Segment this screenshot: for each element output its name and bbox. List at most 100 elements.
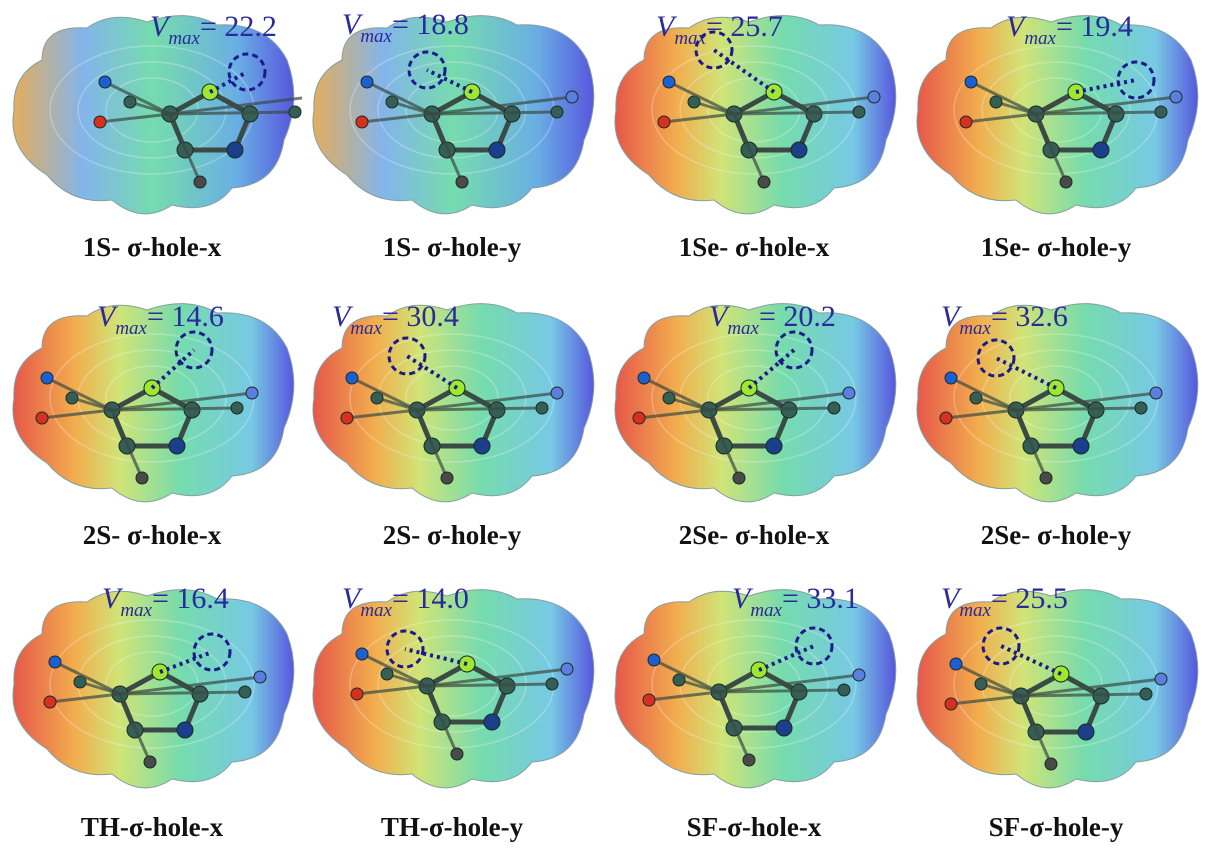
bond (356, 684, 428, 696)
vmax-subscript: max (360, 26, 392, 47)
ring-atom (1077, 723, 1095, 741)
bond (168, 113, 202, 183)
vmax-label: Vmax= 25.7 (656, 12, 783, 49)
panel-caption: SF-σ-hole-x (686, 812, 822, 842)
vmax-value: = 25.5 (990, 582, 1068, 615)
bond (366, 80, 433, 116)
substituent-atom (672, 673, 686, 687)
vmax-subscript: max (1024, 28, 1056, 49)
esp-surface-illustration (12, 15, 302, 215)
sigma-hole-marker (976, 338, 1016, 378)
vmax-label: Vmax= 33.1 (732, 584, 859, 621)
substituent-atom (550, 105, 564, 119)
ring-atom (1072, 437, 1090, 455)
ring-atom (473, 437, 491, 455)
bond (1020, 677, 1162, 698)
sigma-hole-marker (227, 52, 267, 92)
contour-line (707, 77, 801, 143)
vmax-label: Vmax= 30.4 (332, 302, 459, 339)
contour-line (49, 619, 255, 749)
bond (653, 658, 720, 694)
vmax-value: = 32.6 (990, 300, 1068, 333)
bond (110, 409, 144, 479)
substituent-atom (135, 471, 149, 485)
esp-panel: Vmax= 19.4 1Se- σ-hole-y (906, 0, 1206, 284)
substituent-atom (230, 401, 244, 415)
vmax-label: Vmax= 14.6 (97, 300, 224, 339)
vmax-label: Vmax= 18.8 (342, 10, 469, 47)
bond (1034, 113, 1068, 183)
esp-surface (614, 303, 897, 503)
contour-line (105, 365, 199, 431)
esp-panel: Vmax= 14.0 TH-σ-hole-y (302, 574, 602, 858)
sigma-hole-marker (385, 629, 425, 669)
substituent-atom (989, 95, 1003, 109)
substituent-atom (1154, 105, 1168, 119)
sigma-hole-dotted-line (712, 48, 776, 94)
bond (663, 112, 735, 124)
vmax-value: = 22.2 (199, 10, 277, 43)
vmax-subscript: max (674, 28, 706, 49)
bond (426, 682, 553, 688)
vmax-value: = 16.4 (151, 582, 229, 615)
vmax-symbol: V (941, 300, 960, 333)
vmax-symbol: V (342, 582, 361, 615)
substituent-atom (143, 755, 157, 769)
bond (668, 80, 735, 116)
bond (708, 391, 850, 412)
substituent-atom (1169, 90, 1183, 104)
esp-surface-illustration (312, 15, 595, 215)
sigma-hole-marker (981, 626, 1021, 666)
substituent-atom (360, 75, 374, 89)
bond (346, 408, 418, 420)
esp-surface-illustration (916, 589, 1199, 789)
ring-atom (775, 719, 793, 737)
vmax-value: = 14.6 (146, 300, 224, 333)
panel-caption: 2Se- σ-hole-y (980, 520, 1132, 550)
esp-surface (12, 303, 295, 503)
sigma-hole-marker (387, 336, 427, 376)
bond (118, 693, 152, 763)
ring-atom (1092, 141, 1110, 159)
bond (46, 376, 113, 412)
esp-surface-illustration (312, 589, 595, 789)
vmax-symbol: V (1006, 10, 1025, 43)
substituent-atom (732, 471, 746, 485)
contour-line (1009, 77, 1103, 143)
bond (1035, 95, 1177, 116)
vmax-label: Vmax= 25.5 (941, 582, 1068, 621)
sigma-hole-marker (774, 330, 814, 370)
esp-surface-illustration (312, 303, 595, 503)
bond (169, 110, 296, 116)
bond (1035, 110, 1162, 116)
substituent-atom (545, 677, 559, 691)
substituent-atom (642, 693, 656, 707)
substituent-atom (560, 662, 574, 676)
vmax-subscript: max (360, 600, 392, 621)
sigma-hole-marker (794, 626, 834, 666)
substituent-atom (827, 401, 841, 415)
sigma-hole-dotted-line (405, 354, 459, 390)
vmax-subscript: max (350, 318, 382, 339)
bond (415, 409, 449, 479)
bond (111, 406, 238, 412)
bond (965, 112, 1037, 124)
vmax-subscript: max (750, 600, 782, 621)
esp-panel: Vmax= 14.6 2S- σ-hole-x (2, 288, 302, 572)
panel-caption: 2S- σ-hole-y (382, 520, 522, 550)
substituent-atom (944, 697, 958, 711)
bond (717, 691, 751, 761)
ring-atom (226, 141, 244, 159)
esp-surface-illustration (12, 589, 295, 789)
panel-caption: SF-σ-hole-y (988, 812, 1124, 842)
substituent-atom (949, 657, 963, 671)
bond (119, 675, 261, 696)
substituent-atom (193, 175, 207, 189)
vmax-subscript: max (168, 28, 200, 49)
bond (430, 113, 464, 183)
sigma-hole-marker (694, 30, 734, 70)
sigma-hole-dotted-line (150, 348, 196, 390)
substituent-atom (852, 105, 866, 119)
vmax-value: = 20.2 (758, 300, 836, 333)
esp-panel: Vmax= 20.2 2Se- σ-hole-x (604, 288, 904, 572)
